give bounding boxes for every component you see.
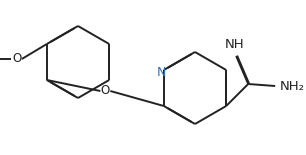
Text: NH₂: NH₂ (280, 80, 305, 93)
Text: O: O (101, 84, 110, 97)
Text: O: O (12, 53, 21, 66)
Text: NH: NH (224, 38, 244, 51)
Text: N: N (157, 66, 166, 80)
